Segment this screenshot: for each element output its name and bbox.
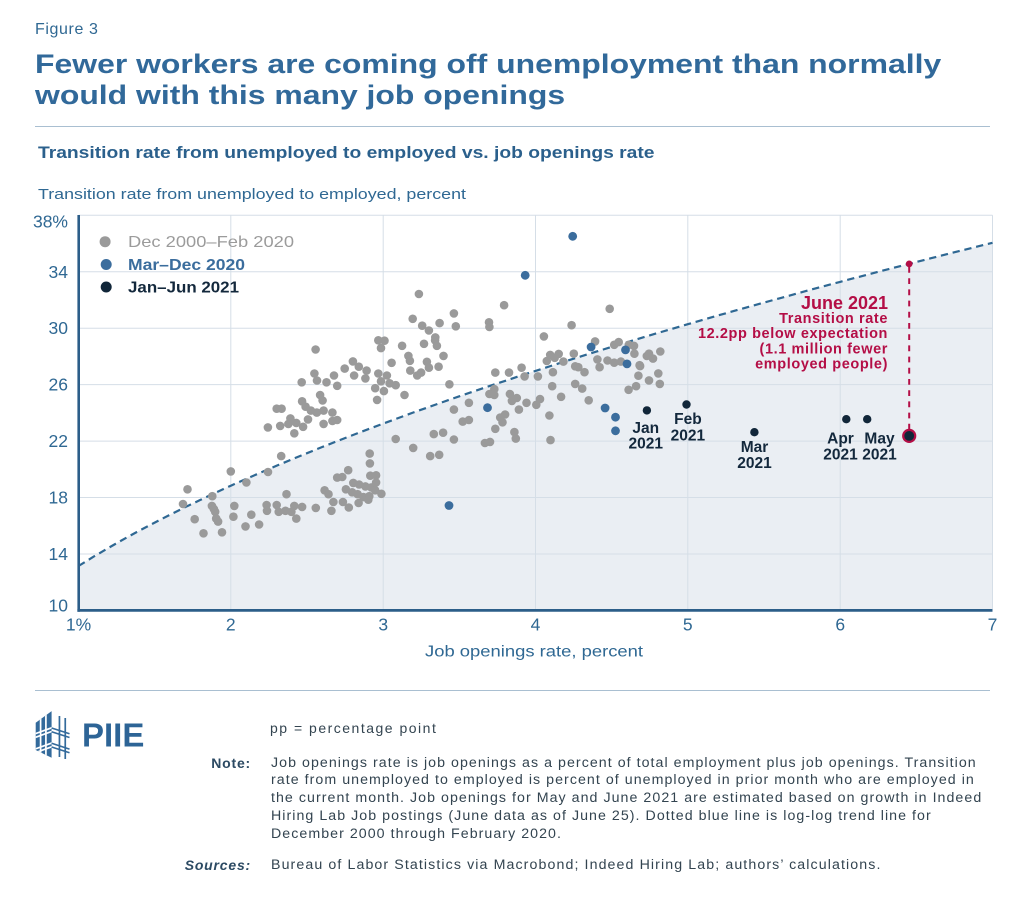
svg-text:Mar–Dec 2020: Mar–Dec 2020 bbox=[128, 257, 245, 274]
svg-text:2: 2 bbox=[226, 615, 236, 635]
svg-text:employed people): employed people) bbox=[755, 356, 888, 372]
svg-text:2021: 2021 bbox=[671, 428, 706, 445]
svg-text:Dec 2000–Feb 2020: Dec 2000–Feb 2020 bbox=[128, 234, 294, 251]
svg-text:10: 10 bbox=[49, 595, 69, 615]
svg-text:Job openings rate, percent: Job openings rate, percent bbox=[425, 644, 644, 661]
svg-text:6: 6 bbox=[835, 615, 845, 635]
svg-text:38%: 38% bbox=[33, 211, 68, 231]
svg-text:Feb: Feb bbox=[674, 411, 702, 428]
svg-text:Jan: Jan bbox=[632, 420, 659, 437]
svg-text:2021: 2021 bbox=[737, 455, 772, 472]
svg-text:Mar: Mar bbox=[741, 439, 769, 456]
svg-text:(1.1 million fewer: (1.1 million fewer bbox=[760, 341, 888, 357]
svg-text:14: 14 bbox=[49, 544, 69, 564]
svg-text:Transition rate: Transition rate bbox=[779, 311, 888, 327]
svg-text:Apr: Apr bbox=[827, 430, 854, 447]
svg-text:3: 3 bbox=[378, 615, 388, 635]
svg-text:1%: 1% bbox=[66, 615, 91, 635]
svg-text:2021: 2021 bbox=[862, 447, 897, 464]
svg-text:4: 4 bbox=[531, 615, 541, 635]
svg-text:30: 30 bbox=[49, 318, 69, 338]
svg-text:7: 7 bbox=[988, 615, 998, 635]
svg-text:PIIE: PIIE bbox=[82, 717, 144, 754]
svg-text:5: 5 bbox=[683, 615, 693, 635]
svg-text:May: May bbox=[864, 430, 895, 447]
svg-text:Jan–Jun 2021: Jan–Jun 2021 bbox=[128, 280, 239, 297]
svg-text:12.2pp below expectation: 12.2pp below expectation bbox=[698, 326, 888, 342]
svg-text:2021: 2021 bbox=[628, 436, 663, 453]
svg-text:34: 34 bbox=[49, 262, 69, 282]
svg-text:18: 18 bbox=[49, 488, 68, 508]
svg-text:26: 26 bbox=[49, 375, 68, 395]
svg-text:2021: 2021 bbox=[823, 447, 858, 464]
svg-text:June 2021: June 2021 bbox=[801, 293, 888, 313]
svg-text:22: 22 bbox=[49, 431, 68, 451]
